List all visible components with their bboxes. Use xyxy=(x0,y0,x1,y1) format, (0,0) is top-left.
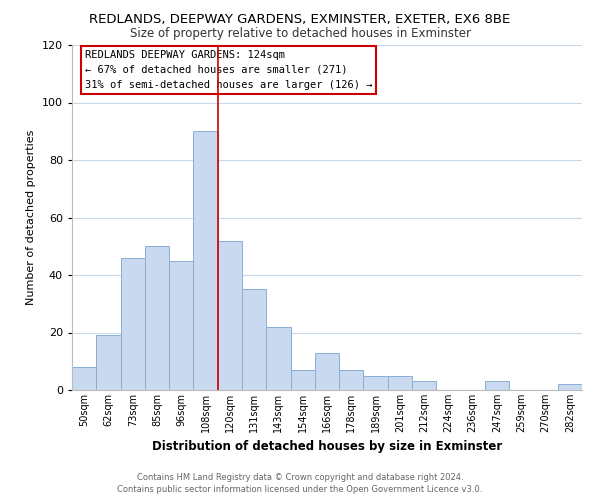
Bar xyxy=(339,370,364,390)
Text: REDLANDS, DEEPWAY GARDENS, EXMINSTER, EXETER, EX6 8BE: REDLANDS, DEEPWAY GARDENS, EXMINSTER, EX… xyxy=(89,12,511,26)
Bar xyxy=(485,382,509,390)
Y-axis label: Number of detached properties: Number of detached properties xyxy=(26,130,36,305)
Bar xyxy=(558,384,582,390)
Text: Contains HM Land Registry data © Crown copyright and database right 2024.
Contai: Contains HM Land Registry data © Crown c… xyxy=(118,472,482,494)
Text: REDLANDS DEEPWAY GARDENS: 124sqm
← 67% of detached houses are smaller (271)
31% : REDLANDS DEEPWAY GARDENS: 124sqm ← 67% o… xyxy=(85,50,372,90)
Bar xyxy=(72,367,96,390)
Bar xyxy=(266,327,290,390)
Text: Size of property relative to detached houses in Exminster: Size of property relative to detached ho… xyxy=(130,28,470,40)
Bar xyxy=(96,336,121,390)
Bar xyxy=(193,131,218,390)
Bar xyxy=(388,376,412,390)
Bar xyxy=(169,260,193,390)
Bar xyxy=(145,246,169,390)
Bar xyxy=(315,352,339,390)
Bar xyxy=(290,370,315,390)
Bar xyxy=(242,290,266,390)
X-axis label: Distribution of detached houses by size in Exminster: Distribution of detached houses by size … xyxy=(152,440,502,454)
Bar xyxy=(218,240,242,390)
Bar xyxy=(364,376,388,390)
Bar xyxy=(121,258,145,390)
Bar xyxy=(412,382,436,390)
